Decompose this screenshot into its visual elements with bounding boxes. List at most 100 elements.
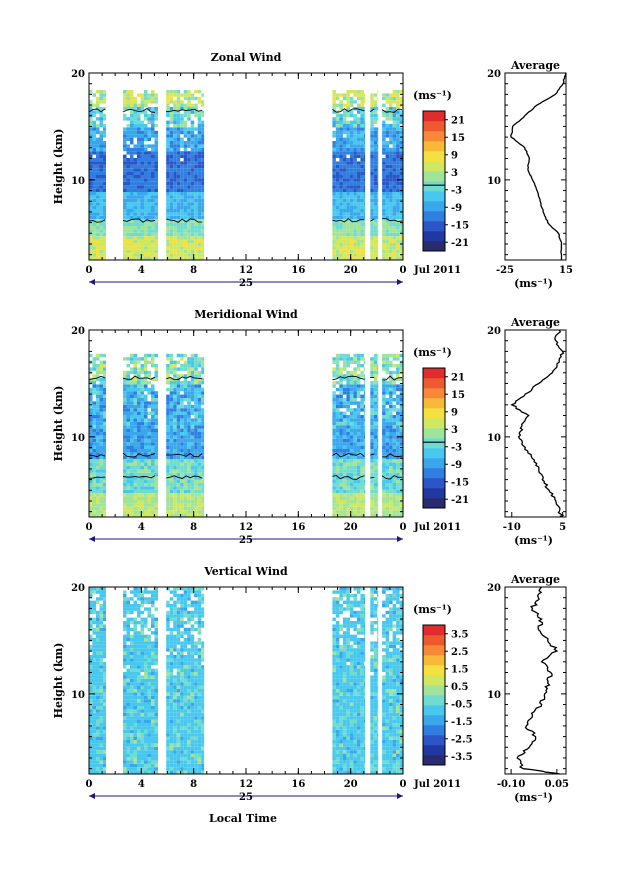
heatmap-cell — [370, 401, 374, 405]
heatmap-cell — [154, 435, 158, 439]
heatmap-cell — [370, 367, 374, 371]
heatmap-cell — [363, 387, 366, 392]
heatmap-cell — [89, 753, 93, 757]
heatmap-cell — [89, 209, 93, 213]
colorbar-swatch — [423, 468, 445, 479]
heatmap-cell — [342, 466, 347, 470]
heatmap-cell — [140, 164, 144, 169]
heatmap-cell — [399, 90, 403, 94]
heatmap-cell — [180, 462, 184, 466]
heatmap-cell — [180, 367, 184, 371]
heatmap-cell — [335, 239, 340, 243]
heatmap-cell — [99, 719, 103, 723]
heatmap-cell — [133, 459, 137, 463]
heatmap-cell — [201, 449, 205, 453]
heatmap-cell — [96, 117, 100, 121]
heatmap-cell — [389, 124, 393, 128]
heatmap-cell — [377, 243, 379, 247]
heatmap-cell — [176, 158, 181, 162]
heatmap-cell — [342, 188, 347, 192]
heatmap-cell — [194, 415, 198, 419]
heatmap-cell — [103, 445, 106, 449]
heatmap-cell — [377, 391, 379, 395]
heatmap-cell — [154, 171, 158, 175]
heatmap-cell — [96, 127, 100, 131]
heatmap-cell — [173, 506, 177, 511]
heatmap-cell — [201, 500, 205, 504]
heatmap-cell — [389, 209, 393, 213]
heatmap-cell — [183, 222, 188, 226]
heatmap-cell — [396, 229, 400, 233]
heatmap-cell — [147, 435, 151, 439]
heatmap-cell — [353, 462, 357, 466]
heatmap-cell — [130, 384, 134, 388]
heatmap-cell — [363, 384, 366, 388]
heatmap-cell — [154, 763, 158, 768]
heatmap-cell — [190, 425, 195, 429]
heatmap-cell — [339, 239, 343, 243]
heatmap-cell — [363, 404, 366, 409]
heatmap-cell — [385, 476, 390, 480]
heatmap-cell — [349, 384, 354, 388]
heatmap-cell — [377, 202, 379, 206]
heatmap-cell — [385, 168, 390, 172]
heatmap-cell — [339, 154, 343, 158]
heatmap-cell — [190, 503, 195, 507]
heatmap-cell — [169, 134, 174, 138]
heatmap-cell — [370, 489, 374, 494]
heatmap-cell — [169, 158, 174, 162]
heatmap-cell — [166, 185, 170, 189]
heatmap-cell — [140, 719, 144, 723]
heatmap-cell — [123, 740, 127, 744]
heatmap-cell — [194, 110, 198, 114]
heatmap-cell — [335, 243, 340, 247]
heatmap-cell — [183, 462, 188, 466]
heatmap-cell — [154, 246, 158, 250]
heatmap-cell — [370, 503, 374, 507]
heatmap-cell — [339, 394, 343, 398]
heatmap-cell — [176, 249, 181, 254]
heatmap-cell — [197, 151, 202, 155]
heatmap-cell — [373, 466, 378, 470]
heatmap-cell — [126, 144, 130, 148]
heatmap-cell — [147, 740, 151, 744]
heatmap-cell — [187, 476, 191, 480]
heatmap-cell — [187, 391, 191, 395]
heatmap-cell — [140, 161, 144, 165]
heatmap-cell — [126, 164, 130, 169]
heatmap-cell — [353, 483, 357, 487]
heatmap-cell — [154, 215, 158, 220]
heatmap-cell — [151, 740, 155, 744]
heatmap-cell — [166, 209, 170, 213]
heatmap-cell — [173, 195, 177, 199]
heatmap-cell — [342, 124, 347, 128]
heatmap-cell — [353, 239, 357, 243]
heatmap-cell — [197, 513, 202, 517]
heatmap-cell — [183, 158, 188, 162]
heatmap-cell — [180, 226, 184, 230]
heatmap-cell — [349, 455, 354, 460]
day-label: 25 — [239, 278, 253, 289]
heatmap-cell — [356, 134, 361, 138]
heatmap-cell — [183, 192, 188, 196]
heatmap-cell — [140, 144, 144, 148]
heatmap-cell — [166, 381, 170, 385]
heatmap-cell — [173, 113, 177, 118]
heatmap-cell — [96, 689, 100, 693]
heatmap-cell — [190, 438, 195, 443]
heatmap-cell — [373, 236, 378, 240]
heatmap-cell — [144, 229, 148, 233]
heatmap-cell — [183, 229, 188, 233]
heatmap-cell — [392, 449, 397, 453]
heatmap-cell — [140, 770, 144, 774]
colorbar-swatch — [423, 388, 445, 399]
heatmap-cell — [396, 134, 400, 138]
heatmap-cell — [147, 381, 151, 385]
heatmap-cell — [360, 215, 364, 220]
heatmap-cell — [190, 381, 195, 385]
heatmap-cell — [389, 161, 393, 165]
heatmap-cell — [103, 651, 106, 655]
heatmap-cell — [389, 171, 393, 175]
heatmap-cell — [382, 215, 386, 220]
heatmap-cell — [166, 134, 170, 138]
